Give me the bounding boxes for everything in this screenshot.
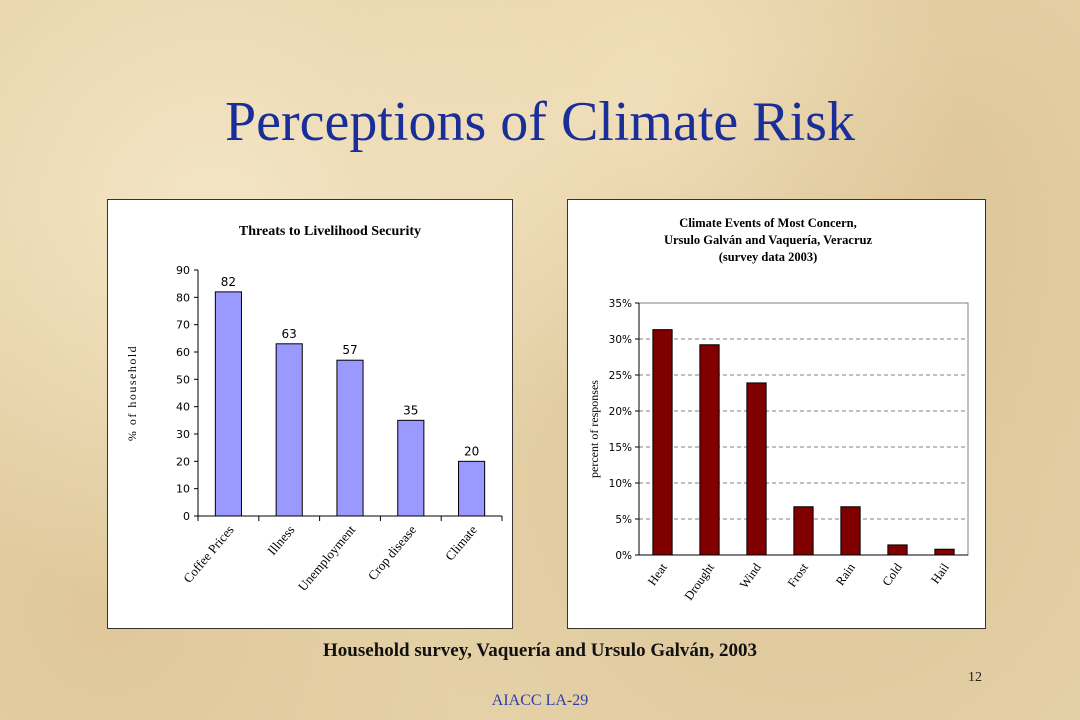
- x-tick-label: Crop disease: [365, 522, 420, 583]
- x-tick-label: Hail: [928, 560, 952, 586]
- y-tick-label: 70: [176, 319, 190, 332]
- data-label: 20: [464, 444, 479, 458]
- y-tick-label: 35%: [609, 298, 632, 310]
- y-tick-label: 60: [176, 346, 190, 359]
- x-tick-label: Heat: [645, 560, 670, 588]
- bar-wind: [746, 382, 767, 556]
- data-label: 63: [282, 327, 297, 341]
- y-tick-label: 90: [176, 264, 190, 277]
- y-tick-label: 0: [183, 510, 190, 523]
- chart-title-line: (survey data 2003): [719, 250, 818, 264]
- bar-coffee-prices: [214, 291, 242, 517]
- y-tick-label: 20: [176, 455, 190, 468]
- x-tick-label: Wind: [737, 560, 765, 591]
- y-axis-label: % of household: [125, 345, 139, 441]
- bar-illness: [275, 343, 303, 517]
- chart-panel-climate-events: Climate Events of Most Concern, Ursulo Ga…: [567, 199, 986, 629]
- bar-frost: [793, 506, 814, 556]
- y-tick-label: 40: [176, 401, 190, 414]
- x-tick-label: Unemployment: [295, 522, 359, 594]
- y-tick-label: 30%: [609, 334, 632, 346]
- bar-crop-disease: [397, 419, 425, 517]
- page-number: 12: [968, 670, 982, 685]
- x-tick-label: Climate: [442, 522, 480, 563]
- x-tick-label: Cold: [880, 560, 906, 589]
- survey-caption: Household survey, Vaquería and Ursulo Ga…: [323, 640, 757, 661]
- y-tick-label: 15%: [609, 442, 632, 454]
- y-axis-label: percent of responses: [587, 380, 601, 478]
- y-tick-label: 50: [176, 373, 190, 386]
- data-label: 82: [221, 275, 236, 289]
- x-tick-label: Coffee Prices: [180, 522, 237, 585]
- bar-drought: [699, 344, 720, 556]
- x-tick-label: Illness: [264, 522, 297, 558]
- slide-title: Perceptions of Climate Risk: [225, 91, 855, 153]
- chart-title: Threats to Livelihood Security: [239, 224, 421, 239]
- y-tick-label: 30: [176, 428, 190, 441]
- y-tick-label: 80: [176, 291, 190, 304]
- y-tick-label: 0%: [615, 550, 632, 562]
- data-label: 57: [342, 343, 357, 357]
- y-tick-label: 5%: [615, 514, 632, 526]
- chart-panel-threats: Threats to Livelihood Security % of house…: [107, 199, 513, 629]
- y-tick-label: 10: [176, 483, 190, 496]
- y-tick-label: 25%: [609, 370, 632, 382]
- chart-title-line: Ursulo Galván and Vaquería, Veracruz: [664, 233, 872, 247]
- data-label: 35: [403, 403, 418, 417]
- y-tick-label: 10%: [609, 478, 632, 490]
- climate-events-bar-chart: Climate Events of Most Concern, Ursulo Ga…: [587, 216, 969, 603]
- bar-heat: [652, 329, 673, 556]
- footer-label: AIACC LA-29: [491, 692, 589, 709]
- x-tick-label: Frost: [785, 560, 812, 590]
- x-tick-label: Rain: [833, 560, 858, 588]
- chart-title-line: Climate Events of Most Concern,: [679, 216, 856, 230]
- bar-hail: [934, 548, 955, 556]
- bar-unemployment: [336, 359, 364, 517]
- threats-bar-chart: Threats to Livelihood Security % of house…: [125, 224, 503, 594]
- bar-climate: [458, 460, 486, 517]
- bar-cold: [887, 544, 908, 556]
- x-tick-label: Drought: [682, 560, 718, 603]
- bar-rain: [840, 506, 861, 556]
- y-tick-label: 20%: [609, 406, 632, 418]
